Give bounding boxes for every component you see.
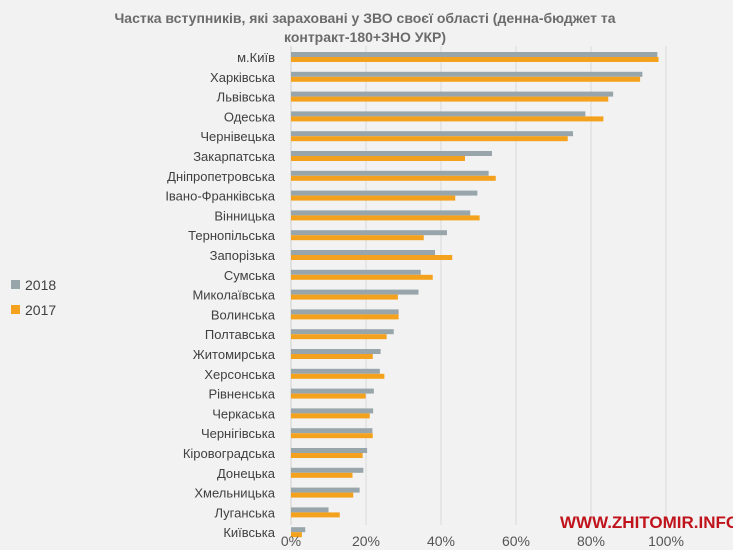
bar-2017 (291, 76, 641, 82)
bar-2018 (291, 230, 447, 236)
bar-2018 (291, 467, 364, 473)
bar-2017 (291, 512, 340, 518)
category-label: м.Київ (237, 50, 275, 65)
bar-2017 (291, 57, 659, 62)
bar-2018 (291, 151, 492, 156)
watermark: WWW.ZHITOMIR.INFO (560, 513, 733, 532)
category-label: Вінницька (214, 208, 275, 223)
legend-label-2018: 2018 (25, 277, 56, 293)
bar-2017 (291, 314, 399, 320)
category-label: Тернопільська (188, 228, 276, 243)
category-label: Житомирська (193, 347, 276, 362)
category-label: Хмельницька (194, 486, 275, 501)
bar-2017 (291, 354, 373, 359)
bar-2018 (291, 289, 419, 295)
category-label: Дніпропетровська (167, 169, 276, 184)
category-label: Львівська (217, 90, 276, 105)
x-tick-label: 100% (648, 533, 684, 549)
bar-2017 (291, 334, 387, 340)
category-label: Черкаська (212, 406, 276, 421)
bar-2018 (291, 91, 614, 97)
category-label: Кіровоградська (183, 446, 276, 461)
bar-2017 (291, 215, 480, 221)
bar-2018 (291, 349, 381, 354)
legend-swatch-2017 (11, 305, 20, 314)
category-label: Донецька (217, 466, 276, 481)
x-tick-label: 60% (502, 533, 530, 549)
bar-2017 (291, 373, 385, 379)
bar-2017 (291, 532, 302, 538)
bar-2018 (291, 507, 329, 513)
bar-2017 (291, 255, 453, 260)
chart-title-line-2: контракт-180+ЗНО УКР) (284, 29, 446, 45)
category-label: Одеська (224, 109, 276, 124)
bar-2018 (291, 448, 368, 453)
bar-2017 (291, 453, 363, 458)
category-label: Полтавська (205, 327, 276, 342)
legend: 2018 2017 (11, 277, 56, 318)
bar-2018 (291, 388, 374, 394)
bar-2018 (291, 527, 306, 533)
category-label: Запорізька (210, 248, 276, 263)
bar-2018 (291, 250, 435, 255)
category-label: Рівненська (208, 387, 275, 402)
bar-2017 (291, 175, 496, 181)
bar-2018 (291, 368, 380, 374)
legend-swatch-2018 (11, 280, 20, 289)
bar-2018 (291, 170, 489, 176)
bar-2017 (291, 393, 366, 399)
bar-2017 (291, 492, 354, 498)
bar-2018 (291, 71, 643, 77)
category-label: Київська (223, 525, 275, 540)
category-label: Волинська (211, 307, 276, 322)
legend-label-2017: 2017 (25, 302, 56, 318)
bar-2018 (291, 131, 573, 137)
bar-2017 (291, 413, 370, 419)
bar-2018 (291, 210, 471, 216)
bar-2017 (291, 156, 465, 161)
bar-2017 (291, 96, 609, 102)
bar-2017 (291, 136, 568, 142)
category-label: Луганська (214, 505, 275, 520)
category-label: Чернівецька (200, 129, 275, 144)
bar-2017 (291, 472, 353, 478)
bar-2018 (291, 428, 373, 434)
bar-2017 (291, 433, 373, 439)
bar-2017 (291, 195, 456, 201)
bar-2018 (291, 408, 374, 414)
category-label: Миколаївська (192, 288, 275, 303)
bar-2017 (291, 116, 604, 122)
category-label: Чернігівська (201, 426, 276, 441)
bar-2018 (291, 52, 658, 57)
bar-2018 (291, 309, 399, 315)
bar-2017 (291, 274, 433, 280)
category-label: Харківська (210, 70, 276, 85)
bar-2018 (291, 329, 394, 335)
category-label: Сумська (224, 268, 276, 283)
category-label: Івано-Франківська (165, 189, 275, 204)
bar-2018 (291, 487, 360, 493)
x-tick-label: 0% (281, 533, 301, 549)
x-tick-label: 20% (352, 533, 380, 549)
x-tick-label: 40% (427, 533, 455, 549)
chart-title-line-1: Частка вступників, які зараховані у ЗВО … (114, 10, 615, 26)
category-label: Херсонська (204, 367, 275, 382)
bar-2018 (291, 111, 586, 117)
bar-2017 (291, 235, 424, 241)
bar-2017 (291, 294, 398, 300)
category-label: Закарпатська (193, 149, 276, 164)
bar-2018 (291, 269, 421, 275)
bar-2018 (291, 190, 478, 196)
x-tick-label: 80% (577, 533, 605, 549)
